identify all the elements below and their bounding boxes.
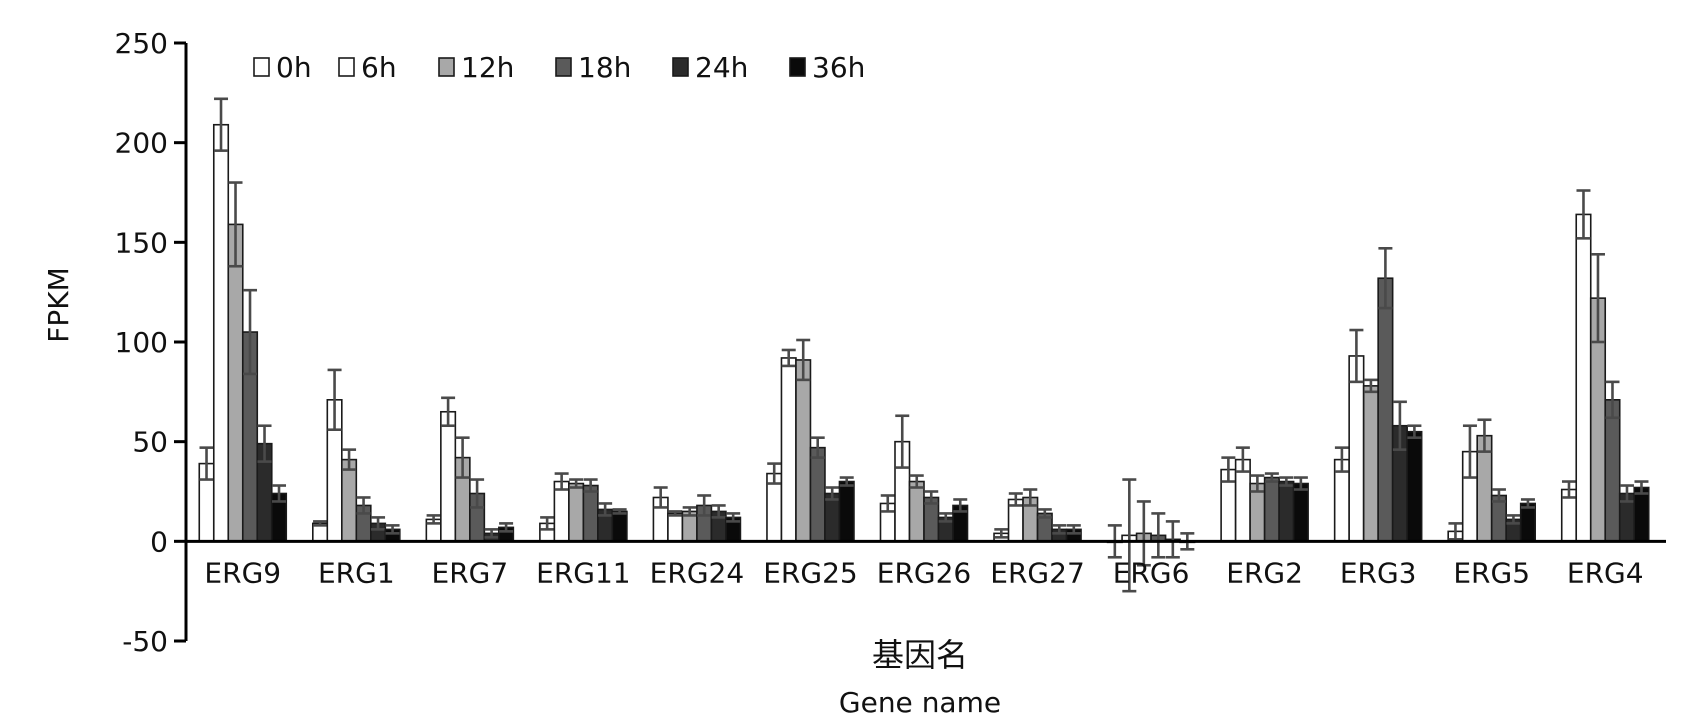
y-tick-label: 150 bbox=[115, 226, 168, 259]
category-label: ERG6 bbox=[1113, 556, 1190, 589]
category-label: ERG1 bbox=[318, 556, 395, 589]
bar bbox=[780, 357, 797, 543]
bar bbox=[582, 484, 599, 543]
legend-swatch bbox=[338, 57, 355, 77]
legend-swatch bbox=[555, 57, 572, 77]
legend-swatch bbox=[253, 57, 270, 77]
category-label: ERG2 bbox=[1226, 556, 1303, 589]
category-label: ERG25 bbox=[763, 556, 857, 589]
y-axis-ticks: -50 0 50 100 150 200 250 bbox=[115, 27, 186, 658]
legend-swatch bbox=[438, 57, 455, 77]
legend-swatch bbox=[672, 57, 689, 77]
y-tick-label: 250 bbox=[115, 27, 168, 60]
category-label: ERG4 bbox=[1567, 556, 1644, 589]
bar bbox=[1348, 355, 1365, 543]
x-axis-title: Gene name bbox=[839, 686, 1001, 719]
category-labels: ERG9 ERG1 ERG7 ERG11 ERG24 ERG25 ERG26 ERG27 ERG… bbox=[204, 556, 1643, 589]
bar bbox=[1362, 385, 1379, 543]
legend-label: 36h bbox=[812, 51, 865, 84]
legend-label: 24h bbox=[695, 51, 748, 84]
legend-swatch bbox=[789, 57, 806, 77]
bar bbox=[440, 410, 457, 543]
bar bbox=[1278, 480, 1295, 543]
bar bbox=[227, 223, 244, 543]
category-label: ERG27 bbox=[990, 556, 1084, 589]
bar bbox=[1263, 476, 1280, 543]
bar bbox=[667, 512, 684, 543]
bar bbox=[809, 446, 826, 543]
y-tick-label: 100 bbox=[115, 326, 168, 359]
bar bbox=[1519, 502, 1536, 543]
y-tick-label: 50 bbox=[132, 426, 168, 459]
bar bbox=[1633, 486, 1650, 543]
legend-label: 6h bbox=[361, 51, 397, 84]
bar bbox=[1575, 213, 1592, 543]
bar bbox=[795, 359, 812, 543]
bar bbox=[1377, 277, 1394, 543]
x-axis-title-chinese: 基因名 bbox=[872, 636, 968, 674]
bar bbox=[611, 510, 628, 543]
bars bbox=[198, 97, 1650, 593]
category-label: ERG5 bbox=[1453, 556, 1530, 589]
category-label: ERG9 bbox=[204, 556, 281, 589]
bar bbox=[1604, 399, 1621, 543]
legend: 0h 6h 12h 18h 24h 36h bbox=[253, 51, 865, 84]
y-tick-label: 200 bbox=[115, 127, 168, 160]
legend-label: 0h bbox=[276, 51, 312, 84]
category-label: ERG26 bbox=[877, 556, 971, 589]
y-axis-title: FPKM bbox=[42, 267, 75, 343]
bar bbox=[1292, 482, 1309, 543]
axes bbox=[184, 43, 1666, 641]
bar bbox=[568, 482, 585, 543]
bar bbox=[838, 480, 855, 543]
y-tick-label: 0 bbox=[150, 525, 168, 558]
category-label: ERG11 bbox=[536, 556, 630, 589]
legend-label: 18h bbox=[578, 51, 631, 84]
legend-label: 12h bbox=[461, 51, 514, 84]
bar bbox=[908, 480, 925, 543]
category-label: ERG7 bbox=[432, 556, 509, 589]
y-tick-label: -50 bbox=[122, 625, 168, 658]
bar bbox=[341, 458, 358, 543]
category-label: ERG3 bbox=[1340, 556, 1417, 589]
bar bbox=[212, 123, 230, 543]
category-label: ERG24 bbox=[650, 556, 744, 589]
bar bbox=[1406, 430, 1423, 543]
